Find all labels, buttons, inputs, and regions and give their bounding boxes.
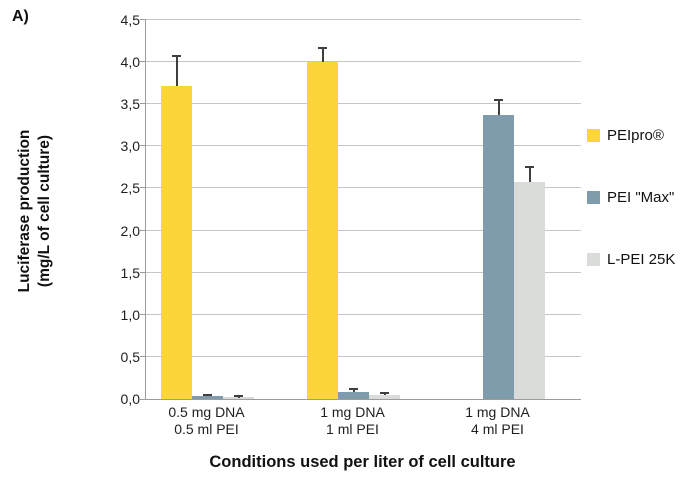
y-tick-label: 0,5 [120, 348, 140, 365]
error-bar-cap-peipro-group1 [172, 55, 181, 58]
x-category-line1: 1 mg DNA [465, 404, 530, 420]
bar-group-1 [161, 20, 254, 399]
error-bar-peipro-group2 [322, 47, 324, 63]
y-tickmark-0,5 [140, 355, 146, 357]
bar-pei-max-group1 [192, 396, 223, 399]
error-bar-cap-l-pei-25k-group1 [234, 395, 243, 398]
y-tick-label: 0,0 [120, 391, 140, 407]
bar-l-pei-25k-group2 [369, 394, 400, 399]
y-tickmark-3,0 [140, 145, 146, 147]
y-tick-label: 2,0 [120, 222, 140, 239]
y-axis-title: Luciferase production (mg/L of cell cult… [15, 21, 57, 401]
legend-item-pei-max: PEI "Max" [587, 189, 697, 206]
error-bar-cap-l-pei-25k-group3 [525, 166, 534, 169]
error-bar-cap-pei-max-group3 [494, 99, 503, 102]
error-bar-cap-peipro-group2 [318, 46, 327, 49]
error-bar-cap-l-pei-25k-group2 [380, 392, 389, 395]
y-tick-label: 4,0 [120, 54, 140, 71]
x-category-line2: 4 ml PEI [471, 421, 524, 437]
x-category-label-1: 0.5 mg DNA 0.5 ml PEI [142, 404, 272, 438]
x-category-line1: 0.5 mg DNA [168, 404, 245, 420]
plot-area: 0,0 0,5 1,0 1,5 2,0 2,5 3,0 3,5 4,0 4,5 [121, 12, 581, 407]
y-tickmark-1,0 [140, 313, 146, 315]
legend-label-l-pei-25k: L-PEI 25K [607, 251, 676, 268]
y-axis-title-line1: Luciferase production [16, 129, 33, 293]
bar-pei-max-group2 [338, 392, 369, 399]
panel-letter: A) [12, 8, 29, 25]
x-category-line2: 1 ml PEI [326, 421, 379, 437]
y-tickmark-0,0 [140, 399, 146, 400]
bar-group-2 [307, 20, 400, 399]
x-category-line2: 0.5 ml PEI [174, 421, 239, 437]
legend: PEIpro® PEI "Max" L-PEI 25K [587, 127, 697, 313]
error-bar-pei-max-group2 [353, 388, 355, 393]
legend-marker-l-pei-25k [587, 253, 600, 266]
bar-pei-max-group3 [483, 115, 514, 399]
y-tick-label: 1,0 [120, 306, 140, 323]
y-tickmark-1,5 [140, 271, 146, 273]
y-tick-label: 3,0 [120, 138, 140, 155]
gridline-y-1,5 [146, 271, 581, 273]
y-tick-label: 2,5 [120, 180, 140, 197]
x-category-label-3: 1 mg DNA 4 ml PEI [433, 404, 563, 438]
y-axis-title-line2: (mg/L of cell culture) [36, 134, 53, 288]
error-bar-cap-pei-max-group1 [203, 393, 212, 396]
gridline-y-3,0 [146, 145, 581, 147]
bar-group-3 [452, 20, 545, 399]
bar-l-pei-25k-group1 [223, 397, 254, 399]
legend-marker-pei-max [587, 191, 600, 204]
bar-l-pei-25k-group3 [514, 181, 545, 399]
y-tick-label: 1,5 [120, 264, 140, 281]
bar-peipro-group1 [161, 85, 192, 399]
y-tickmark-2,0 [140, 229, 146, 231]
gridline-y-2,0 [146, 229, 581, 231]
y-tickmark-3,5 [140, 103, 146, 105]
x-axis-category-labels: 0.5 mg DNA 0.5 ml PEI 1 mg DNA 1 ml PEI 1 mg… [145, 404, 580, 440]
x-axis-title: Conditions used per liter of cell cultur… [209, 453, 516, 471]
gridline-y-4,5 [146, 19, 581, 20]
y-tickmark-2,5 [140, 187, 146, 189]
gridline-y-4,0 [146, 61, 581, 63]
legend-label-pei-max: PEI "Max" [607, 189, 675, 206]
legend-marker-peipro [587, 129, 600, 142]
legend-item-peipro: PEIpro® [587, 127, 697, 144]
y-tick-label: 3,5 [120, 96, 140, 113]
gridline-y-1,0 [146, 313, 581, 315]
legend-item-l-pei-25k: L-PEI 25K [587, 251, 697, 268]
gridline-y-0,5 [146, 355, 581, 357]
error-bar-pei-max-group3 [498, 100, 500, 116]
x-category-line1: 1 mg DNA [320, 404, 385, 420]
error-bar-peipro-group1 [176, 56, 178, 86]
y-tick-label: 4,5 [120, 12, 140, 28]
y-tickmark-4,5 [140, 19, 146, 20]
error-bar-cap-pei-max-group2 [349, 387, 358, 390]
gridline-y-2,5 [146, 187, 581, 189]
y-tickmark-4,0 [140, 61, 146, 63]
gridline-y-3,5 [146, 103, 581, 105]
legend-label-peipro: PEIpro® [607, 127, 664, 144]
error-bar-l-pei-25k-group3 [529, 167, 531, 182]
x-category-label-2: 1 mg DNA 1 ml PEI [288, 404, 418, 438]
bar-peipro-group2 [307, 62, 338, 399]
